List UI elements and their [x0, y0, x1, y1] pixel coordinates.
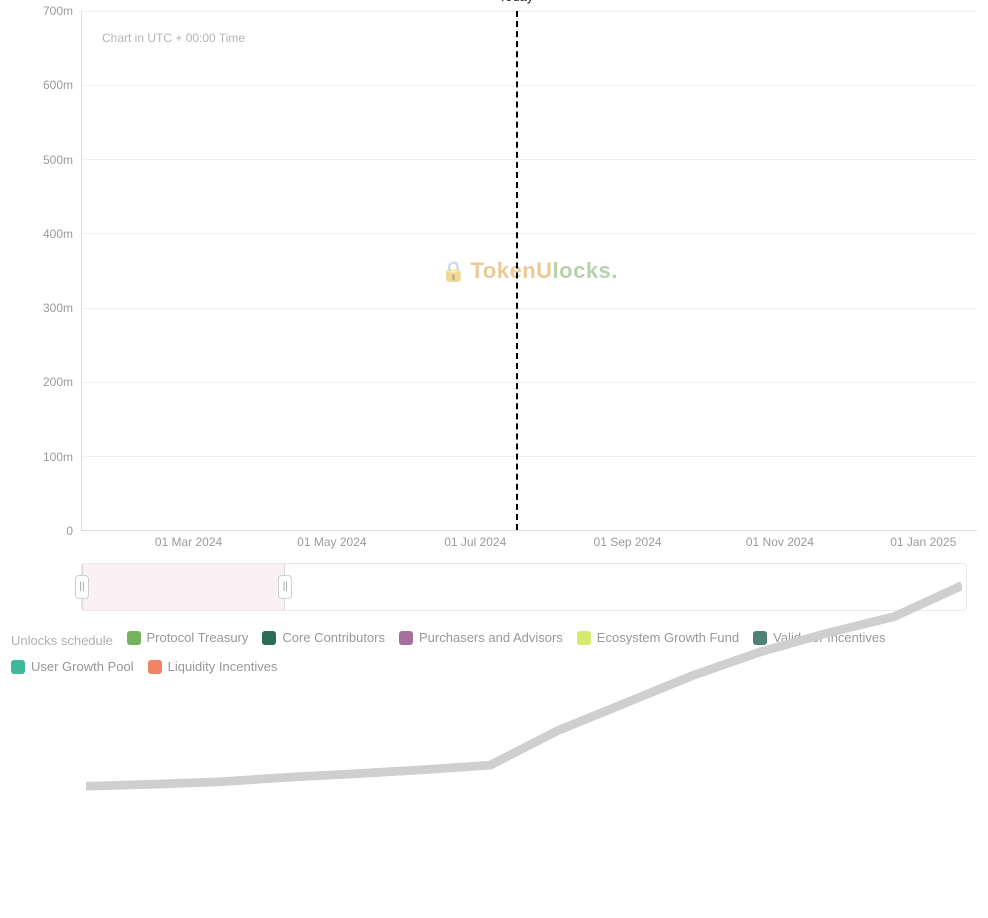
x-tick-label: 01 Sep 2024 [594, 535, 662, 549]
plot-area: Chart in UTC + 00:00 Time 🔒TokenUlocks. … [81, 11, 977, 531]
y-tick-label: 500m [43, 153, 73, 167]
y-tick-label: 700m [43, 4, 73, 18]
x-tick-label: 01 Nov 2024 [746, 535, 814, 549]
y-tick-label: 100m [43, 450, 73, 464]
y-tick-label: 400m [43, 227, 73, 241]
y-tick-label: 200m [43, 375, 73, 389]
watermark-text-1: TokenU [470, 258, 552, 283]
y-tick-label: 300m [43, 301, 73, 315]
x-axis: 01 Mar 2024 01 May 2024 01 Jul 2024 01 Sep … [81, 531, 977, 555]
y-tick-label: 600m [43, 78, 73, 92]
unlock-schedule-chart: 0100m200m300m400m500m600m700m Chart in U… [10, 10, 978, 684]
y-tick-label: 0 [66, 524, 73, 538]
x-tick-label: 01 Jan 2025 [890, 535, 956, 549]
today-marker-line [516, 11, 518, 530]
watermark-text-2: locks. [553, 258, 618, 283]
plot-container: 0100m200m300m400m500m600m700m Chart in U… [11, 11, 977, 531]
brush-selection[interactable] [82, 564, 285, 610]
today-marker-label: Today [499, 0, 534, 4]
range-brush[interactable]: || || [81, 563, 967, 611]
lock-icon: 🔒 [441, 261, 466, 283]
legend-swatch [11, 660, 25, 674]
brush-handle-left[interactable]: || [75, 575, 89, 599]
x-tick-label: 01 May 2024 [297, 535, 366, 549]
brush-sparkline [86, 568, 962, 918]
x-tick-label: 01 Mar 2024 [155, 535, 222, 549]
y-axis: 0100m200m300m400m500m600m700m [11, 11, 81, 531]
chart-subtitle: Chart in UTC + 00:00 Time [102, 31, 245, 45]
x-tick-label: 01 Jul 2024 [444, 535, 506, 549]
brush-handle-right[interactable]: || [278, 575, 292, 599]
watermark: 🔒TokenUlocks. [441, 258, 618, 284]
